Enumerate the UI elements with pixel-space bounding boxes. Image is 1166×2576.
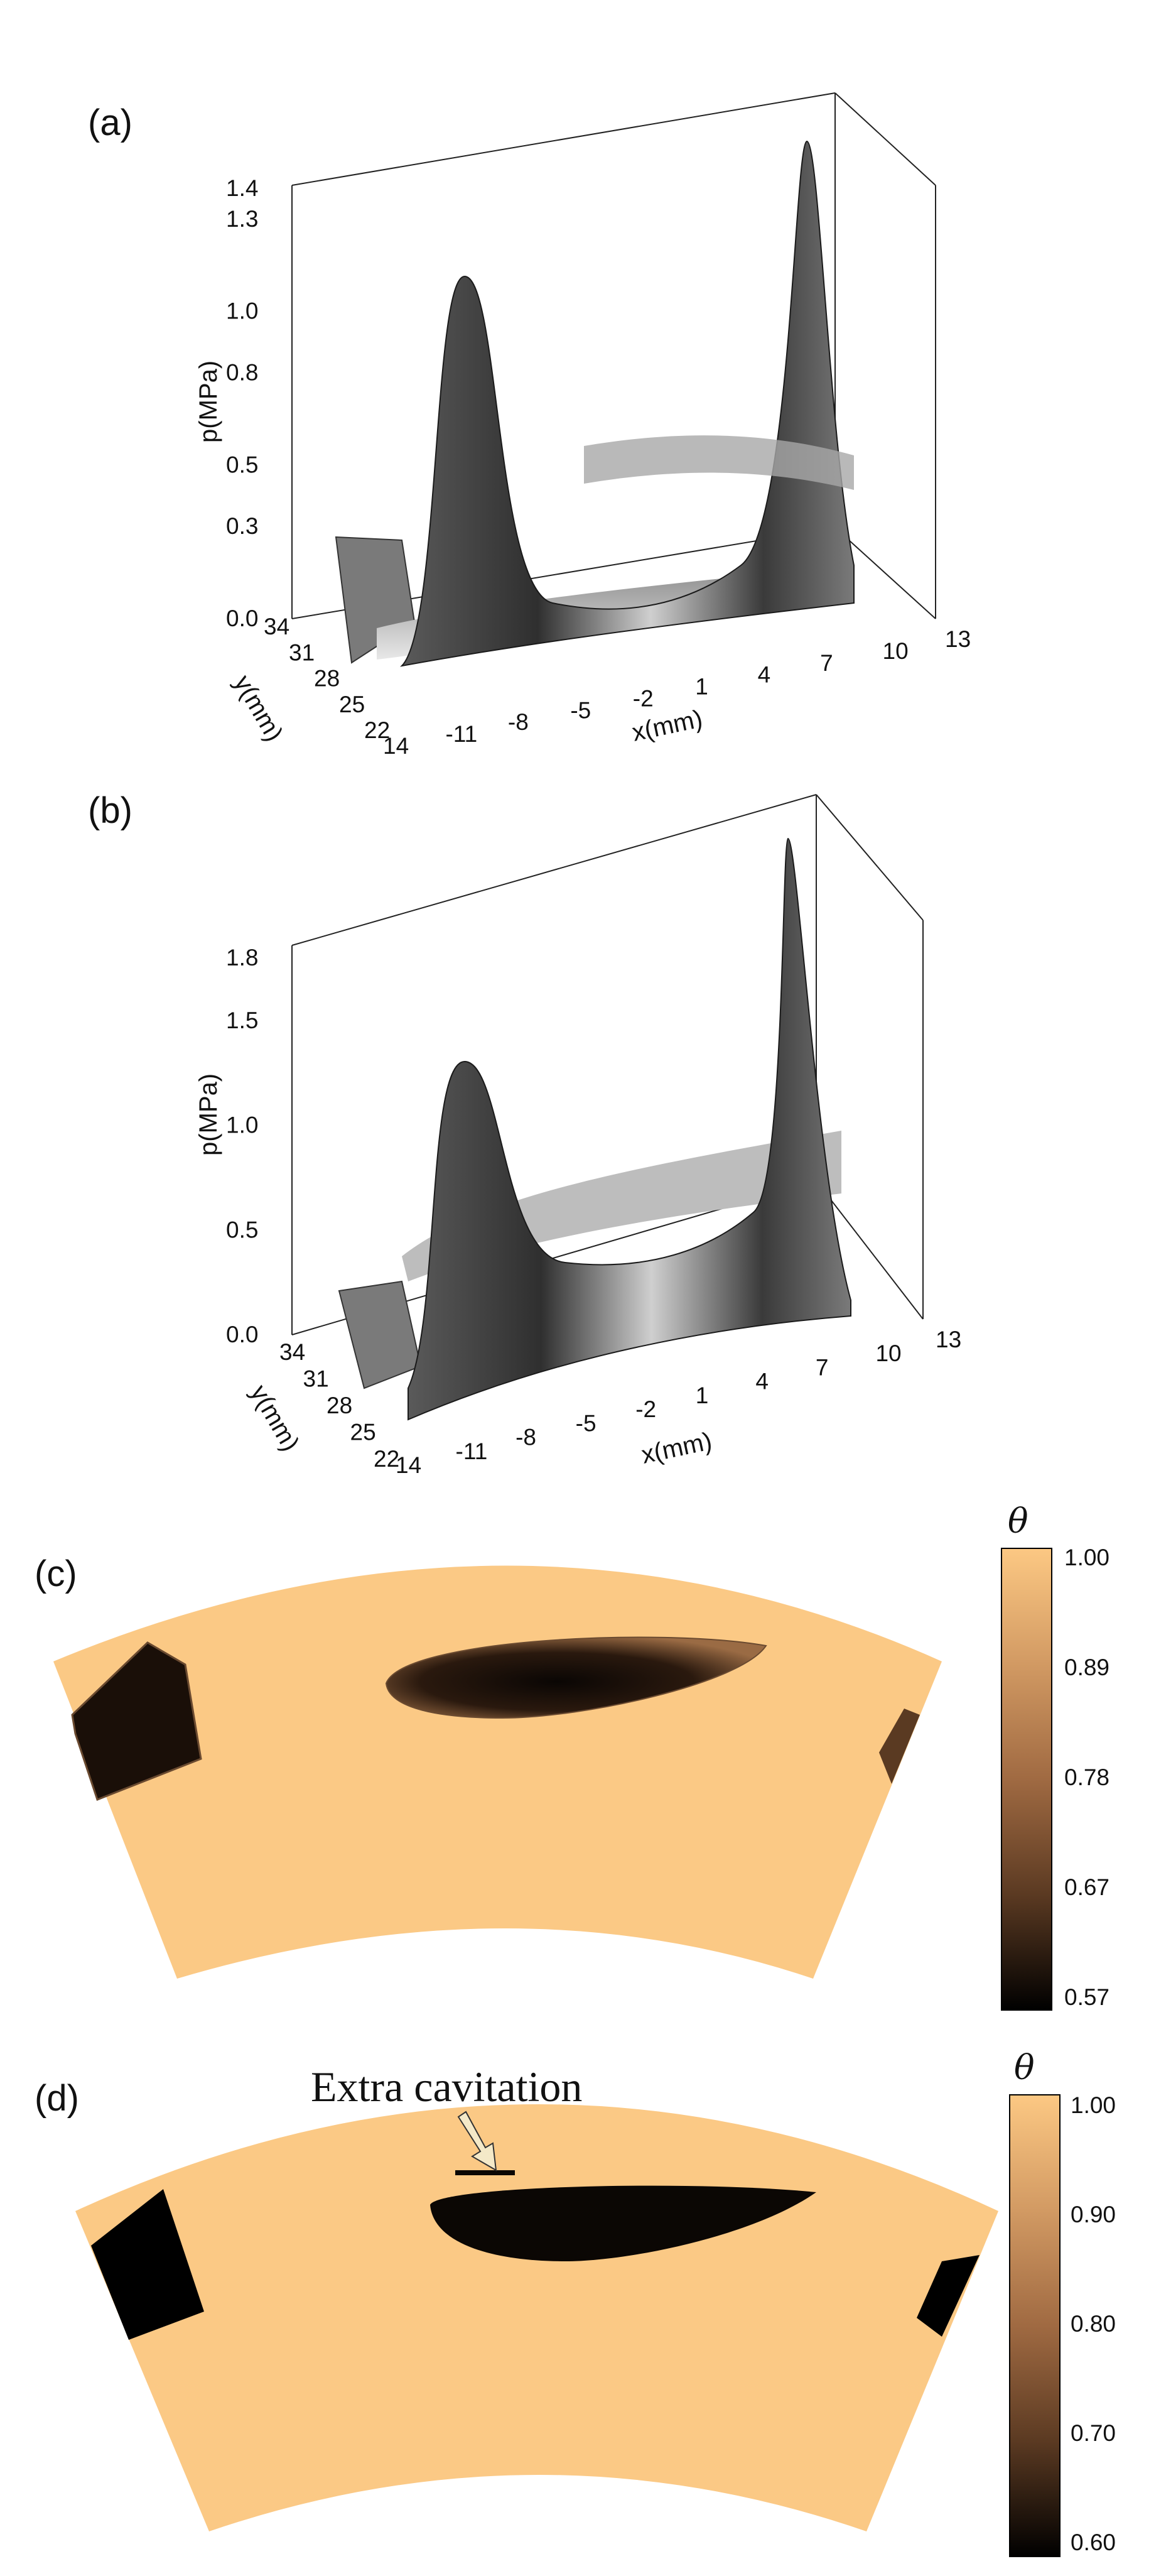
side-top-edge [816,794,924,921]
floor-right-edge [834,527,936,619]
bearing-pad-d [75,2104,998,2531]
x-tick-label: -8 [508,709,529,735]
cavitation-zone-right [879,1709,920,1784]
x-tick-label: 1 [696,1383,709,1408]
panel-b-z-ticks: 0.0 0.5 1.0 1.5 1.8 [226,945,258,1347]
z-tick-label: 1.0 [226,298,258,324]
y-tick-label: 28 [314,666,340,692]
x-tick-label: 1 [695,674,708,700]
x-tick-label: 7 [820,650,833,676]
z-tick-label: 1.5 [226,1008,258,1033]
colorbar-d-ticks: 1.00 0.90 0.80 0.70 0.60 [1071,2092,1116,2555]
cavitation-zone-left [91,2189,204,2340]
colorbar-tick-label: 1.00 [1064,1545,1109,1570]
floor-right-edge [816,1180,924,1320]
colorbar-d [1009,2094,1061,2557]
x-tick-label: 7 [816,1354,829,1380]
annotation-extra-cavitation: Extra cavitation [311,2063,582,2111]
colorbar-tick-label: 0.78 [1064,1764,1109,1790]
y-tick-label: 25 [350,1420,376,1445]
y-tick-label: 28 [327,1393,352,1418]
surface-pressure-b [408,837,851,1421]
x-tick-label: -11 [456,1438,488,1464]
z-tick-label: 0.0 [226,606,258,631]
colorbar-c-ticks: 1.00 0.89 0.78 0.67 0.57 [1064,1545,1109,2010]
panel-b-label: (b) [88,790,132,831]
cavitation-zone-left [71,1641,202,1801]
z-tick-label: 1.3 [226,206,258,232]
cavitation-zone-right [917,2255,980,2337]
x-tick-label: -11 [445,721,477,747]
surface-inlet-step [338,1280,422,1389]
panel-b-y-label: y(mm) [245,1381,305,1456]
cavitation-zone-top [385,1636,767,1719]
x-tick-label: 4 [758,662,771,688]
z-tick-label: 1.0 [226,1112,258,1138]
colorbar-tick-label: 0.80 [1071,2311,1116,2337]
x-tick-label: 14 [383,733,409,759]
y-tick-label: 31 [289,639,315,665]
y-tick-label: 34 [279,1339,305,1365]
panel-c: (c) θ 1.00 0.89 0.78 0.67 0.57 [35,1501,1109,2011]
colorbar-tick-label: 0.57 [1064,1984,1109,2010]
x-tick-label: 13 [945,626,971,652]
panel-b-z-label: p(MPa) [195,1073,222,1156]
colorbar-tick-label: 0.90 [1071,2202,1116,2227]
side-top-edge [834,92,936,186]
y-tick-label: 22 [374,1446,399,1472]
x-tick-label: 4 [755,1369,769,1394]
x-tick-label: 10 [883,638,909,664]
surface-back-sheet [584,435,854,490]
cavitation-zone-top [430,2185,816,2261]
panel-a-y-label: y(mm) [229,671,288,746]
y-tick-label: 34 [264,614,289,639]
x-tick-label: -2 [635,1396,656,1422]
z-tick-label: 0.5 [226,1217,258,1242]
surface-pressure-a [400,140,855,667]
back-top-edge [291,92,836,186]
colorbar-tick-label: 0.70 [1071,2420,1116,2446]
panel-d-label: (d) [35,2078,79,2119]
back-top-edge [291,794,817,946]
bearing-pad-c [53,1565,942,1979]
x-tick-label: -5 [570,697,591,723]
z-tick-label: 0.0 [226,1322,258,1347]
x-tick-label: -8 [516,1425,536,1450]
panel-a-x-ticks: 14 -11 -8 -5 -2 1 4 7 10 13 [383,626,971,759]
y-tick-label: 31 [303,1366,329,1392]
x-tick-label: 14 [396,1452,421,1478]
z-tick-label: 1.4 [226,175,258,201]
x-tick-label: -5 [576,1410,596,1436]
panel-c-label: (c) [35,1553,77,1594]
panel-a-z-label: p(MPa) [195,361,222,443]
z-tick-label: 0.8 [226,360,258,386]
colorbar-tick-label: 0.89 [1064,1655,1109,1680]
z-tick-label: 1.8 [226,945,258,970]
panel-a-z-ticks: 0.0 0.3 0.5 0.8 1.0 1.3 1.4 [226,175,258,631]
x-tick-label: 10 [875,1340,901,1366]
annotation-arrow [457,2111,497,2171]
z-tick-label: 0.3 [226,513,258,539]
y-tick-label: 25 [339,692,365,717]
x-tick-label: -2 [633,685,654,711]
panel-b-x-label: x(mm) [639,1427,715,1469]
z-tick-label: 0.5 [226,452,258,477]
colorbar-tick-label: 0.67 [1064,1874,1109,1900]
extra-cavitation-streak [455,2170,515,2175]
y-tick-label: 22 [364,717,390,743]
colorbar-c-label: θ [1008,1501,1028,1541]
colorbar-d-label: θ [1014,2048,1035,2087]
colorbar-c [1001,1548,1052,2011]
x-tick-label: 13 [936,1327,961,1352]
colorbar-tick-label: 0.60 [1071,2530,1116,2555]
panel-d: (d) Extra cavitation θ 1.00 0.90 0.80 0.70 0… [35,2048,1116,2557]
colorbar-tick-label: 1.00 [1071,2092,1116,2118]
panel-a-label: (a) [88,102,132,143]
